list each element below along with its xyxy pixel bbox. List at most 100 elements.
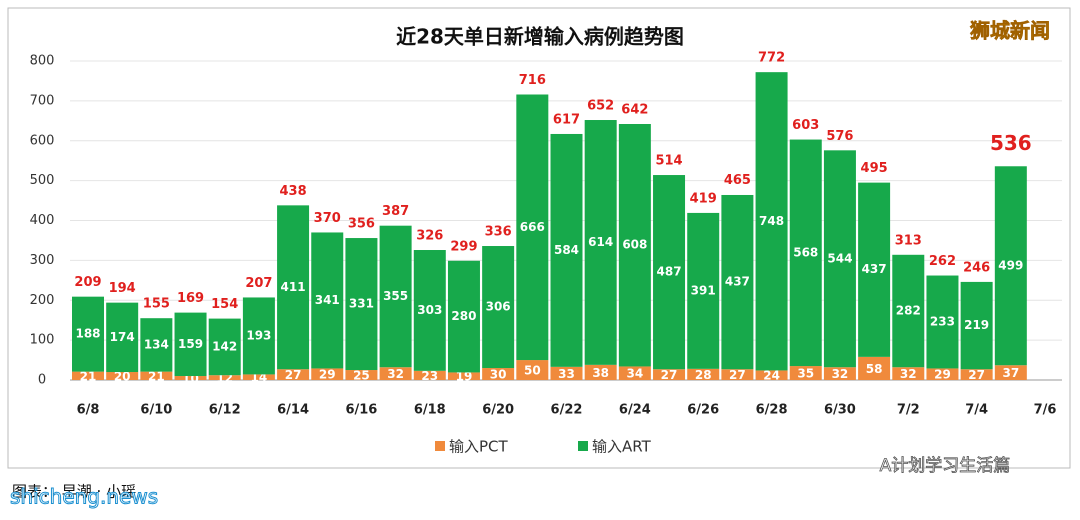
x-tick-label: 6/10 (140, 403, 172, 418)
bar-segment (413, 370, 446, 380)
total-label: 207 (245, 276, 272, 291)
value-label: 27 (285, 368, 302, 382)
value-label: 21 (80, 369, 97, 383)
value-label: 391 (691, 283, 716, 297)
value-label: 159 (178, 337, 203, 351)
bar-segment (892, 367, 925, 380)
bar-segment (106, 302, 139, 373)
value-label: 29 (319, 368, 336, 382)
value-label: 666 (520, 220, 545, 234)
x-tick-label: 6/28 (756, 403, 788, 418)
bar-segment (721, 369, 754, 380)
legend-swatch (578, 441, 588, 451)
bar-segment (755, 370, 788, 380)
y-tick-label: 700 (30, 93, 55, 108)
value-label: 32 (832, 367, 849, 381)
total-label: 155 (143, 297, 170, 312)
bar-segment (584, 364, 617, 380)
value-label: 30 (490, 368, 507, 382)
chart-title: 近28天单日新增输入病例趋势图 (396, 25, 684, 49)
bar-segment (618, 366, 651, 380)
bar-segment (277, 369, 310, 380)
x-tick-label: 6/18 (414, 403, 446, 418)
total-label: 716 (519, 73, 546, 88)
bar-segment (447, 260, 480, 373)
value-label: 34 (627, 367, 644, 381)
bar-segment (823, 367, 856, 380)
total-label: 514 (655, 154, 682, 169)
bar-segment (994, 166, 1027, 366)
value-label: 282 (896, 304, 921, 318)
bar-segment (72, 296, 104, 372)
bar-segment (140, 371, 173, 380)
legend-label: 输入PCT (449, 438, 509, 456)
y-tick-label: 100 (30, 333, 55, 348)
total-label: 154 (211, 297, 238, 312)
bar-segment (311, 368, 344, 380)
total-label: 313 (895, 234, 922, 249)
value-label: 23 (421, 369, 438, 383)
bar-segment (687, 212, 720, 369)
bar-segment (994, 365, 1027, 380)
x-tick-label: 6/14 (277, 403, 309, 418)
y-tick-label: 600 (30, 133, 55, 148)
bar-segment (482, 246, 515, 369)
value-label: 58 (866, 362, 883, 376)
footer-site: shicheng.news (10, 485, 158, 509)
y-tick-label: 500 (30, 173, 55, 188)
value-label: 29 (934, 368, 951, 382)
x-tick-label: 6/20 (482, 403, 514, 418)
total-label: 194 (109, 281, 136, 296)
value-label: 219 (964, 318, 989, 332)
value-label: 355 (383, 289, 408, 303)
value-label: 35 (797, 367, 814, 381)
value-label: 28 (695, 368, 712, 382)
total-label: 356 (348, 217, 375, 232)
value-label: 19 (456, 370, 473, 384)
y-tick-label: 300 (30, 253, 55, 268)
value-label: 38 (592, 366, 609, 380)
value-label: 134 (144, 337, 169, 351)
footer-account: A计划学习生活篇 (880, 456, 1011, 476)
total-label: 465 (724, 173, 751, 188)
y-tick-label: 400 (30, 213, 55, 228)
bar-segment (140, 318, 173, 372)
total-label: 642 (621, 103, 648, 118)
total-label: 772 (758, 51, 785, 66)
bar-segment (516, 360, 549, 380)
x-tick-label: 6/12 (209, 403, 241, 418)
legend-label: 输入ART (592, 438, 652, 456)
bar-segment (277, 205, 310, 370)
bar-segment (823, 150, 856, 368)
bar-segment (174, 312, 207, 377)
value-label: 32 (387, 367, 404, 381)
value-label: 614 (588, 235, 613, 249)
bar-segment (174, 376, 207, 380)
total-label: 617 (553, 112, 580, 127)
value-label: 608 (622, 238, 647, 252)
bar-segment (653, 369, 686, 380)
total-label: 438 (280, 184, 307, 199)
bar-segment (208, 318, 241, 376)
bar-segment (687, 368, 720, 380)
value-label: 27 (729, 368, 746, 382)
bar-segment (242, 374, 275, 380)
total-label: 336 (485, 225, 512, 240)
total-label: 495 (861, 161, 888, 176)
bar-segment (618, 124, 651, 367)
value-label: 32 (900, 367, 917, 381)
bar-segment (926, 368, 959, 380)
bar-segment (789, 139, 822, 367)
total-label: 262 (929, 254, 956, 269)
value-label: 25 (353, 369, 370, 383)
x-tick-label: 6/24 (619, 403, 651, 418)
value-label: 499 (998, 258, 1023, 272)
value-label: 748 (759, 214, 784, 228)
total-label: 576 (826, 129, 853, 144)
x-tick-label: 7/4 (965, 403, 988, 418)
value-label: 331 (349, 297, 374, 311)
bar-segment (721, 194, 754, 370)
x-tick-label: 6/16 (345, 403, 377, 418)
bar-segment (106, 372, 139, 380)
value-label: 33 (558, 367, 575, 381)
